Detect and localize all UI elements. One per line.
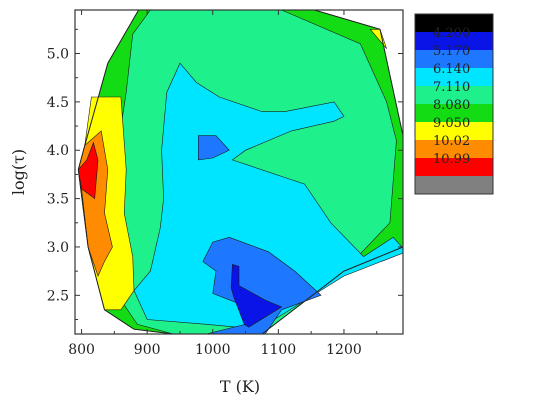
- legend-swatch: [415, 32, 493, 50]
- legend-swatch: [415, 14, 493, 32]
- contour-region-5: [230, 264, 283, 328]
- x-tick-label: 900: [134, 342, 161, 358]
- legend-frame: [414, 13, 494, 195]
- legend-swatch: [415, 86, 493, 104]
- legend-label: 5.170: [433, 44, 470, 59]
- y-tick-label: 5.0: [47, 47, 69, 63]
- legend-swatch: [415, 176, 493, 194]
- y-tick-label: 4.5: [47, 95, 69, 111]
- legend-label: 9.050: [433, 116, 470, 131]
- legend-label: 6.140: [433, 62, 470, 77]
- legend-label: 8.080: [433, 98, 470, 113]
- x-tick-label: 800: [68, 342, 95, 358]
- legend-swatch: [415, 122, 493, 140]
- legend-swatch: [415, 158, 493, 176]
- legend-label: 4.200: [433, 26, 470, 41]
- y-tick-label: 4.0: [47, 143, 69, 159]
- legend-swatch: [415, 68, 493, 86]
- contour-region-2: [133, 62, 403, 330]
- plot-frame: [74, 9, 404, 335]
- legend-label: 7.110: [433, 80, 470, 95]
- contour-regions: [77, 10, 403, 334]
- contour-region-3: [202, 236, 322, 334]
- legend-label: 10.99: [433, 152, 470, 167]
- y-axis-label: log(τ): [9, 149, 28, 195]
- legend: 4.200 5.170 6.140 7.110 8.080 9.050 10.02 10.99: [414, 13, 494, 195]
- y-tick-label: 3.0: [47, 240, 69, 256]
- x-axis: 800 900 1000 1100 1200: [68, 10, 378, 358]
- y-axis: 2.5 3.0 3.5 4.0 4.5 5.0: [47, 28, 403, 320]
- y-tick-label: 3.5: [47, 192, 69, 208]
- x-axis-label: T (K): [220, 377, 260, 396]
- legend-swatch: [415, 140, 493, 158]
- x-tick-label: 1100: [261, 342, 297, 358]
- legend-swatch: [415, 50, 493, 68]
- x-tick-label: 1200: [326, 342, 362, 358]
- y-tick-label: 2.5: [47, 288, 69, 304]
- x-tick-label: 1000: [195, 342, 231, 358]
- legend-swatch: [415, 104, 493, 122]
- plot-area: [74, 9, 404, 335]
- contour-region-9: [369, 28, 387, 49]
- legend-label: 10.02: [433, 134, 470, 149]
- contour-region-8: [77, 141, 99, 200]
- contour-region-4: [198, 135, 230, 161]
